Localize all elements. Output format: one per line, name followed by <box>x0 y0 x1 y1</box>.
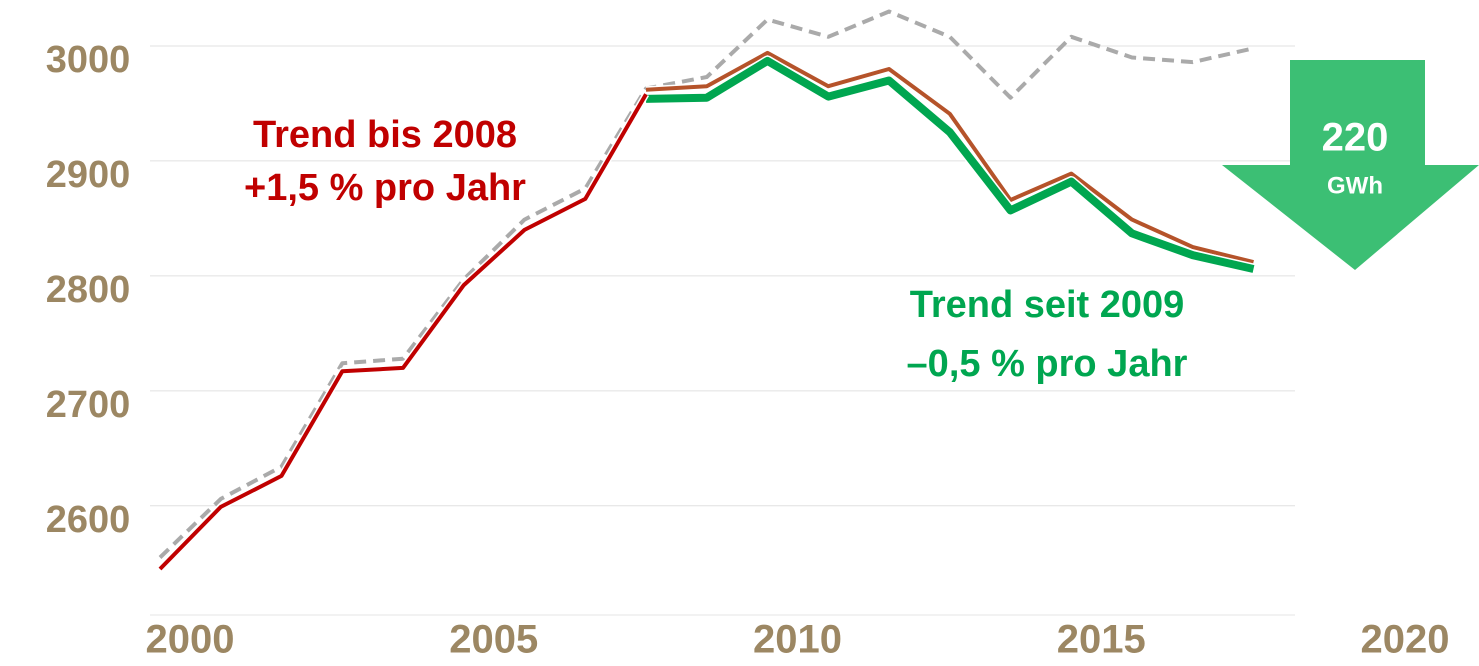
arrow <box>1222 60 1479 270</box>
arrow-unit: GWh <box>1327 172 1383 199</box>
grid: 2600 2700 2800 2900 3000 2000 2005 2010 2015 2020 <box>46 39 1450 662</box>
x-tick-label: 2010 <box>753 618 842 662</box>
annotation: Trend bis 2008 <box>253 114 517 156</box>
x-tick-label: 2005 <box>449 618 538 662</box>
annotation: Trend seit 2009 <box>910 284 1185 326</box>
y-tick-label: 3000 <box>46 39 131 81</box>
line <box>645 50 1254 265</box>
line-halo <box>645 55 1255 275</box>
annotation: +1,5 % pro Jahr <box>244 167 526 209</box>
x-tick-label: 2020 <box>1361 618 1450 662</box>
y-tick-label: 2700 <box>46 384 131 426</box>
line <box>158 93 648 571</box>
line <box>645 56 1255 273</box>
line-halo <box>157 92 650 572</box>
x-tick-label: 2000 <box>146 618 235 662</box>
annotation: –0,5 % pro Jahr <box>907 343 1188 385</box>
x-tick-label: 2015 <box>1057 618 1146 662</box>
lines <box>157 9 1255 572</box>
arrow-value: 220 <box>1322 116 1389 160</box>
y-tick-label: 2900 <box>46 154 131 196</box>
y-tick-label: 2600 <box>46 499 131 541</box>
line <box>158 9 1254 559</box>
y-tick-label: 2800 <box>46 269 131 311</box>
